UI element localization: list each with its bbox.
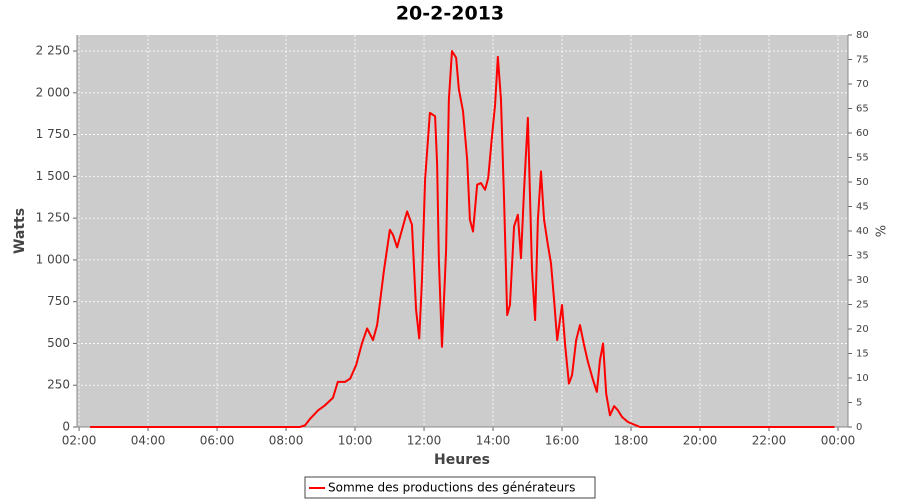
y-tick-label: 1 500 xyxy=(36,169,70,183)
y2-tick-label: 60 xyxy=(856,128,869,139)
y-tick-label: 2 250 xyxy=(36,44,70,58)
x-tick-label: 16:00 xyxy=(545,434,580,448)
series-line xyxy=(90,50,835,428)
y-tick-label: 1 750 xyxy=(36,127,70,141)
x-axis-label: Heures xyxy=(434,452,490,468)
x-tick-label: 10:00 xyxy=(338,434,373,448)
y-tick-label: 1 250 xyxy=(36,211,70,225)
y2-tick-label: 75 xyxy=(856,55,869,66)
y2-tick-label: 80 xyxy=(856,30,869,41)
x-tick-label: 20:00 xyxy=(683,434,718,448)
y-tick-label: 0 xyxy=(62,420,70,434)
x-tick-label: 12:00 xyxy=(407,434,442,448)
y2-tick-label: 15 xyxy=(856,349,869,360)
x-tick-label: 02:00 xyxy=(62,434,97,448)
y-axis-label: Watts xyxy=(12,208,28,254)
y2-tick-label: 20 xyxy=(856,324,869,335)
y-tick-label: 750 xyxy=(47,294,70,308)
y-tick-label: 1 000 xyxy=(36,252,70,266)
x-tick-label: 00:00 xyxy=(821,434,856,448)
legend-label: Somme des productions des générateurs xyxy=(328,481,575,495)
legend xyxy=(304,476,596,499)
y2-tick-label: 70 xyxy=(856,79,869,90)
y2-tick-label: 30 xyxy=(856,275,869,286)
x-tick-label: 04:00 xyxy=(131,434,166,448)
y2-tick-label: 10 xyxy=(856,373,869,384)
x-tick-label: 22:00 xyxy=(752,434,787,448)
y2-tick-label: 35 xyxy=(856,251,869,262)
y2-axis-label: % xyxy=(875,225,890,237)
y2-tick-label: 55 xyxy=(856,153,869,164)
y-tick-label: 500 xyxy=(47,336,70,350)
y-tick-label: 250 xyxy=(47,378,70,392)
plot-area xyxy=(77,35,848,427)
y2-tick-label: 50 xyxy=(856,177,869,188)
y2-tick-label: 45 xyxy=(856,202,869,213)
y2-tick-label: 0 xyxy=(856,422,862,433)
x-tick-label: 14:00 xyxy=(476,434,511,448)
chart-title: 20-2-2013 xyxy=(396,3,504,25)
y2-tick-label: 5 xyxy=(856,398,862,409)
y-tick-label: 2 000 xyxy=(36,85,70,99)
x-tick-label: 18:00 xyxy=(614,434,649,448)
y2-tick-label: 40 xyxy=(856,226,869,237)
x-tick-label: 06:00 xyxy=(200,434,235,448)
x-tick-label: 08:00 xyxy=(269,434,304,448)
y2-tick-label: 65 xyxy=(856,104,869,115)
y2-tick-label: 25 xyxy=(856,300,869,311)
